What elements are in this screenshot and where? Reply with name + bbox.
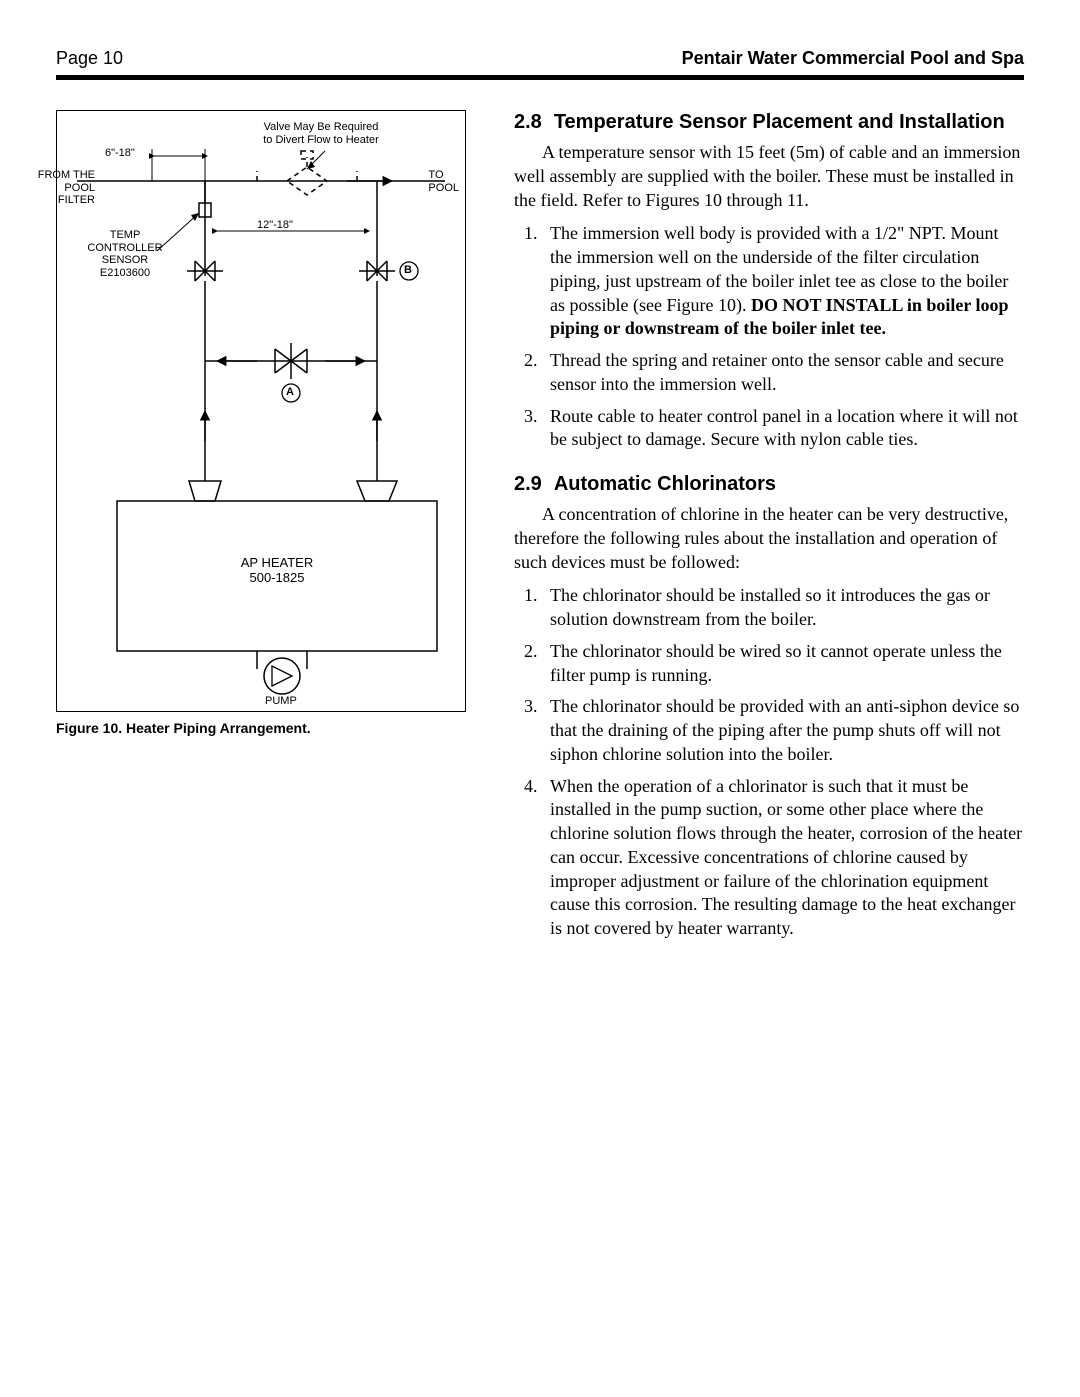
section-2-9-list: The chlorinator should be installed so i… xyxy=(514,584,1024,941)
section-2-9-heading: 2.9 Automatic Chlorinators xyxy=(514,472,1024,497)
doc-title: Pentair Water Commercial Pool and Spa xyxy=(682,48,1024,69)
section-2-8-heading: 2.8 Temperature Sensor Placement and Ins… xyxy=(514,110,1024,135)
list-item: When the operation of a chlorinator is s… xyxy=(542,775,1024,941)
list-item: Route cable to heater control panel in a… xyxy=(542,405,1024,453)
section-2-8-intro: A temperature sensor with 15 feet (5m) o… xyxy=(514,141,1024,212)
list-item: Thread the spring and retainer onto the … xyxy=(542,349,1024,397)
marker-a: A xyxy=(286,386,294,399)
marker-b: B xyxy=(404,264,412,277)
dim-6-18: 6"-18" xyxy=(105,147,135,160)
page-number: Page 10 xyxy=(56,48,123,69)
dim-12-18: 12"-18" xyxy=(257,219,293,232)
pump-label: PUMP xyxy=(265,695,297,708)
list-item: The chlorinator should be wired so it ca… xyxy=(542,640,1024,688)
header-rule xyxy=(56,75,1024,80)
temp-sensor-label: TEMP CONTROLLER SENSOR E2103600 xyxy=(75,229,175,280)
heater-label: AP HEATER 500-1825 xyxy=(217,556,337,586)
list-item: The chlorinator should be installed so i… xyxy=(542,584,1024,632)
figure-caption: Figure 10. Heater Piping Arrangement. xyxy=(56,720,486,736)
section-2-9-intro: A concentration of chlorine in the heate… xyxy=(514,503,1024,574)
figure-10-diagram: Valve May Be Required to Divert Flow to … xyxy=(56,110,466,712)
list-item: The immersion well body is provided with… xyxy=(542,222,1024,341)
from-filter: FROM THE POOL FILTER xyxy=(25,169,95,207)
valve-note: Valve May Be Required to Divert Flow to … xyxy=(241,121,401,146)
to-pool: TO POOL xyxy=(428,169,459,194)
section-2-8-list: The immersion well body is provided with… xyxy=(514,222,1024,452)
list-item: The chlorinator should be provided with … xyxy=(542,695,1024,766)
